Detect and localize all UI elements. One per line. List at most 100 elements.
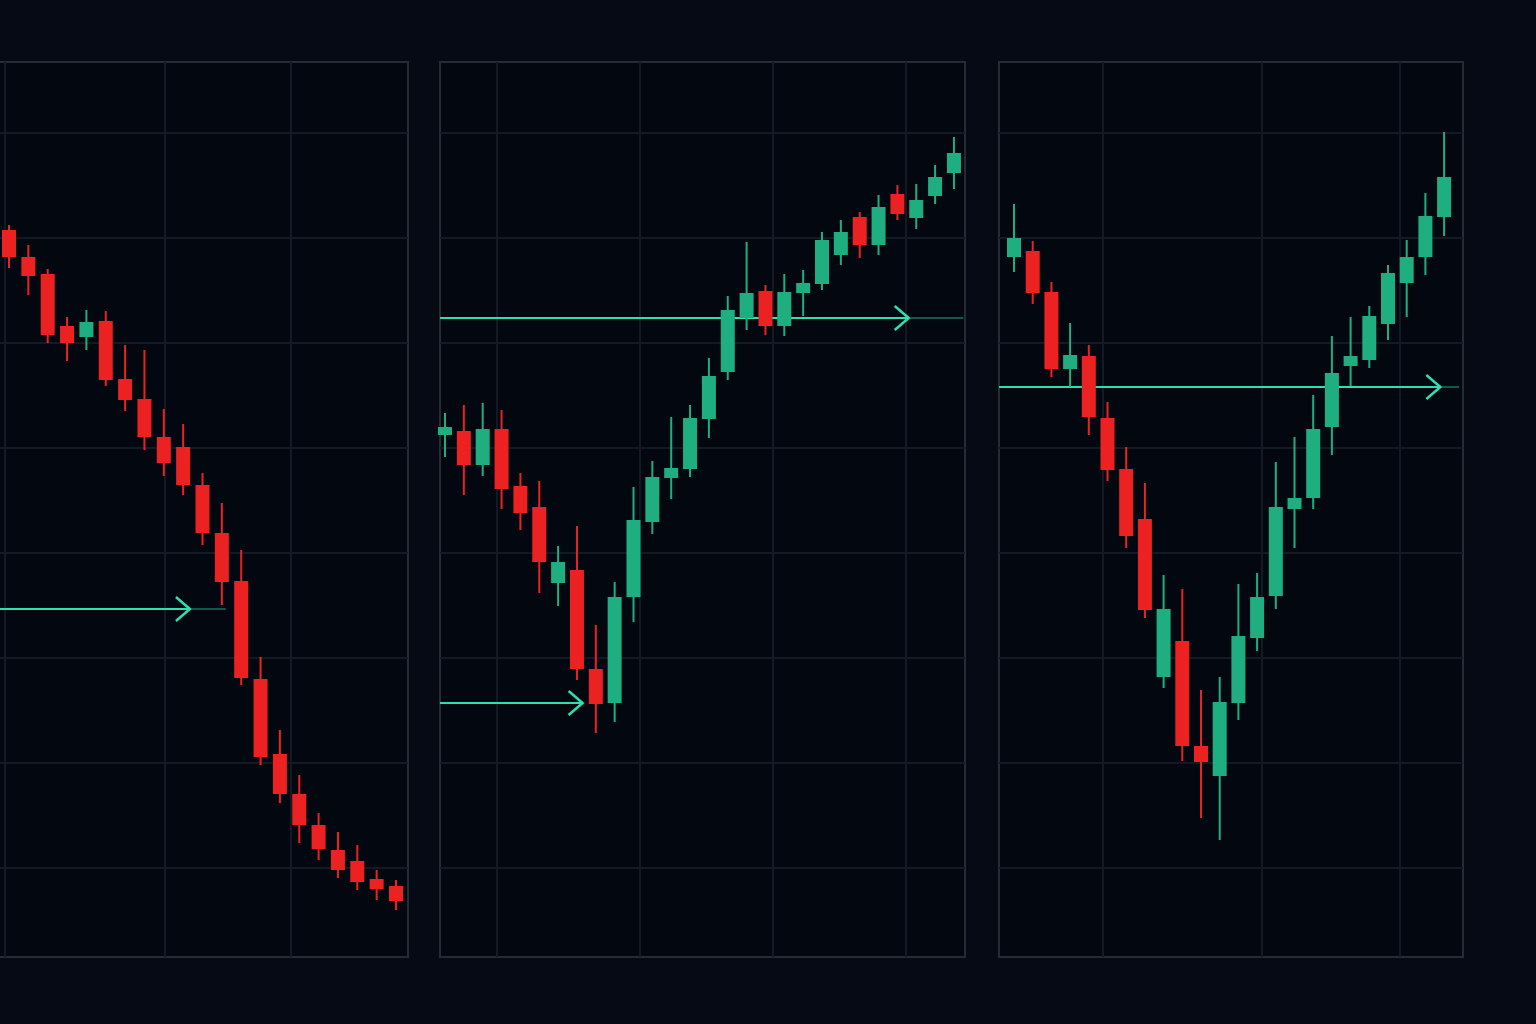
candle-bullish	[1287, 437, 1302, 548]
candle-bullish	[871, 195, 886, 255]
candle-body	[1081, 356, 1096, 417]
candle-bullish	[777, 274, 792, 336]
candle-bullish	[1007, 204, 1021, 272]
candle-bullish	[1381, 265, 1395, 340]
candle-body	[98, 321, 113, 380]
candle-body	[1007, 238, 1021, 257]
candle-body	[1418, 216, 1433, 257]
candle-bearish	[234, 550, 249, 685]
candle-body	[176, 447, 191, 485]
candle-body	[1137, 519, 1152, 610]
candle-body	[871, 207, 886, 245]
candle-bearish	[195, 473, 210, 545]
candle-bearish	[21, 245, 36, 295]
candle-body	[195, 485, 210, 533]
candle-bullish	[1156, 575, 1171, 688]
candle-body	[758, 291, 773, 326]
candle-bearish	[758, 285, 773, 335]
candle-bullish	[626, 487, 641, 622]
candle-body	[456, 431, 471, 465]
candle-body	[645, 477, 660, 522]
chart-panel-3	[998, 61, 1464, 958]
candle-body	[1231, 636, 1246, 703]
candle-body	[1044, 292, 1059, 369]
candle-bearish	[852, 212, 867, 258]
candle-bearish	[40, 269, 55, 343]
candle-body	[777, 292, 792, 326]
candle-body	[1156, 609, 1171, 677]
candle-body	[1287, 498, 1302, 509]
candle-bullish	[1362, 306, 1377, 368]
candle-bearish	[330, 832, 345, 878]
candle-bearish	[176, 424, 191, 495]
candle-bullish	[928, 165, 943, 204]
candle-bearish	[350, 845, 365, 890]
candle-bearish	[214, 503, 229, 605]
candle-bullish	[739, 242, 754, 330]
candle-body	[683, 418, 698, 469]
candle-bearish	[60, 317, 75, 361]
candle-bearish	[1081, 345, 1096, 435]
candle-bullish	[720, 296, 735, 380]
candle-body	[494, 429, 509, 489]
candle-bullish	[946, 137, 961, 189]
candle-bearish	[98, 311, 113, 386]
candle-body	[833, 232, 848, 255]
candle-bearish	[1100, 402, 1115, 481]
candle-bullish	[438, 413, 452, 457]
candle-body	[350, 861, 365, 882]
candle-body	[21, 257, 36, 276]
candle-body	[79, 322, 94, 337]
candle-bearish	[1044, 282, 1059, 377]
candle-bullish	[551, 546, 566, 606]
candle-bullish	[1343, 317, 1358, 386]
candle-bearish	[588, 625, 603, 733]
candle-bullish	[607, 582, 622, 722]
candle-bearish	[494, 410, 509, 509]
candle-body	[253, 679, 268, 757]
candle-body	[1381, 273, 1395, 324]
candle-bullish	[796, 270, 811, 316]
candle-body	[607, 597, 622, 703]
candle-body	[701, 376, 716, 419]
candle-body	[330, 850, 345, 870]
candle-body	[551, 562, 566, 583]
candle-bullish	[833, 220, 848, 265]
candle-body	[928, 177, 943, 196]
candle-bearish	[1119, 447, 1134, 548]
candle-bullish	[1250, 573, 1265, 651]
candle-bearish	[292, 775, 307, 843]
candle-bearish	[311, 813, 326, 860]
candle-body	[909, 200, 924, 218]
candle-body	[272, 754, 287, 794]
candle-bearish	[369, 870, 384, 900]
candle-body	[1194, 746, 1208, 762]
candle-bearish	[156, 409, 171, 476]
candle-body	[311, 825, 326, 849]
candle-body	[389, 886, 403, 901]
candle-bullish	[475, 403, 490, 476]
candle-body	[890, 194, 905, 214]
candle-bullish	[1437, 132, 1452, 236]
candle-body	[438, 427, 452, 435]
candle-bullish	[815, 232, 829, 290]
chart-panel-2	[438, 61, 966, 958]
candle-body	[1306, 429, 1321, 498]
candle-bullish	[1399, 240, 1414, 317]
candle-body	[214, 533, 229, 582]
candle-body	[1268, 507, 1283, 596]
candle-body	[137, 399, 152, 437]
candle-body	[513, 486, 528, 513]
candle-body	[815, 240, 829, 284]
arrow-head-icon	[893, 305, 911, 331]
candle-bullish	[79, 310, 94, 350]
candle-body	[1119, 469, 1134, 536]
candle-bullish	[1212, 677, 1227, 840]
candle-body	[626, 520, 641, 597]
candle-bullish	[1268, 462, 1283, 609]
candle-bearish	[569, 526, 584, 680]
candle-bullish	[909, 184, 924, 229]
candle-body	[1343, 356, 1358, 366]
arrow-head-icon	[1425, 374, 1443, 400]
